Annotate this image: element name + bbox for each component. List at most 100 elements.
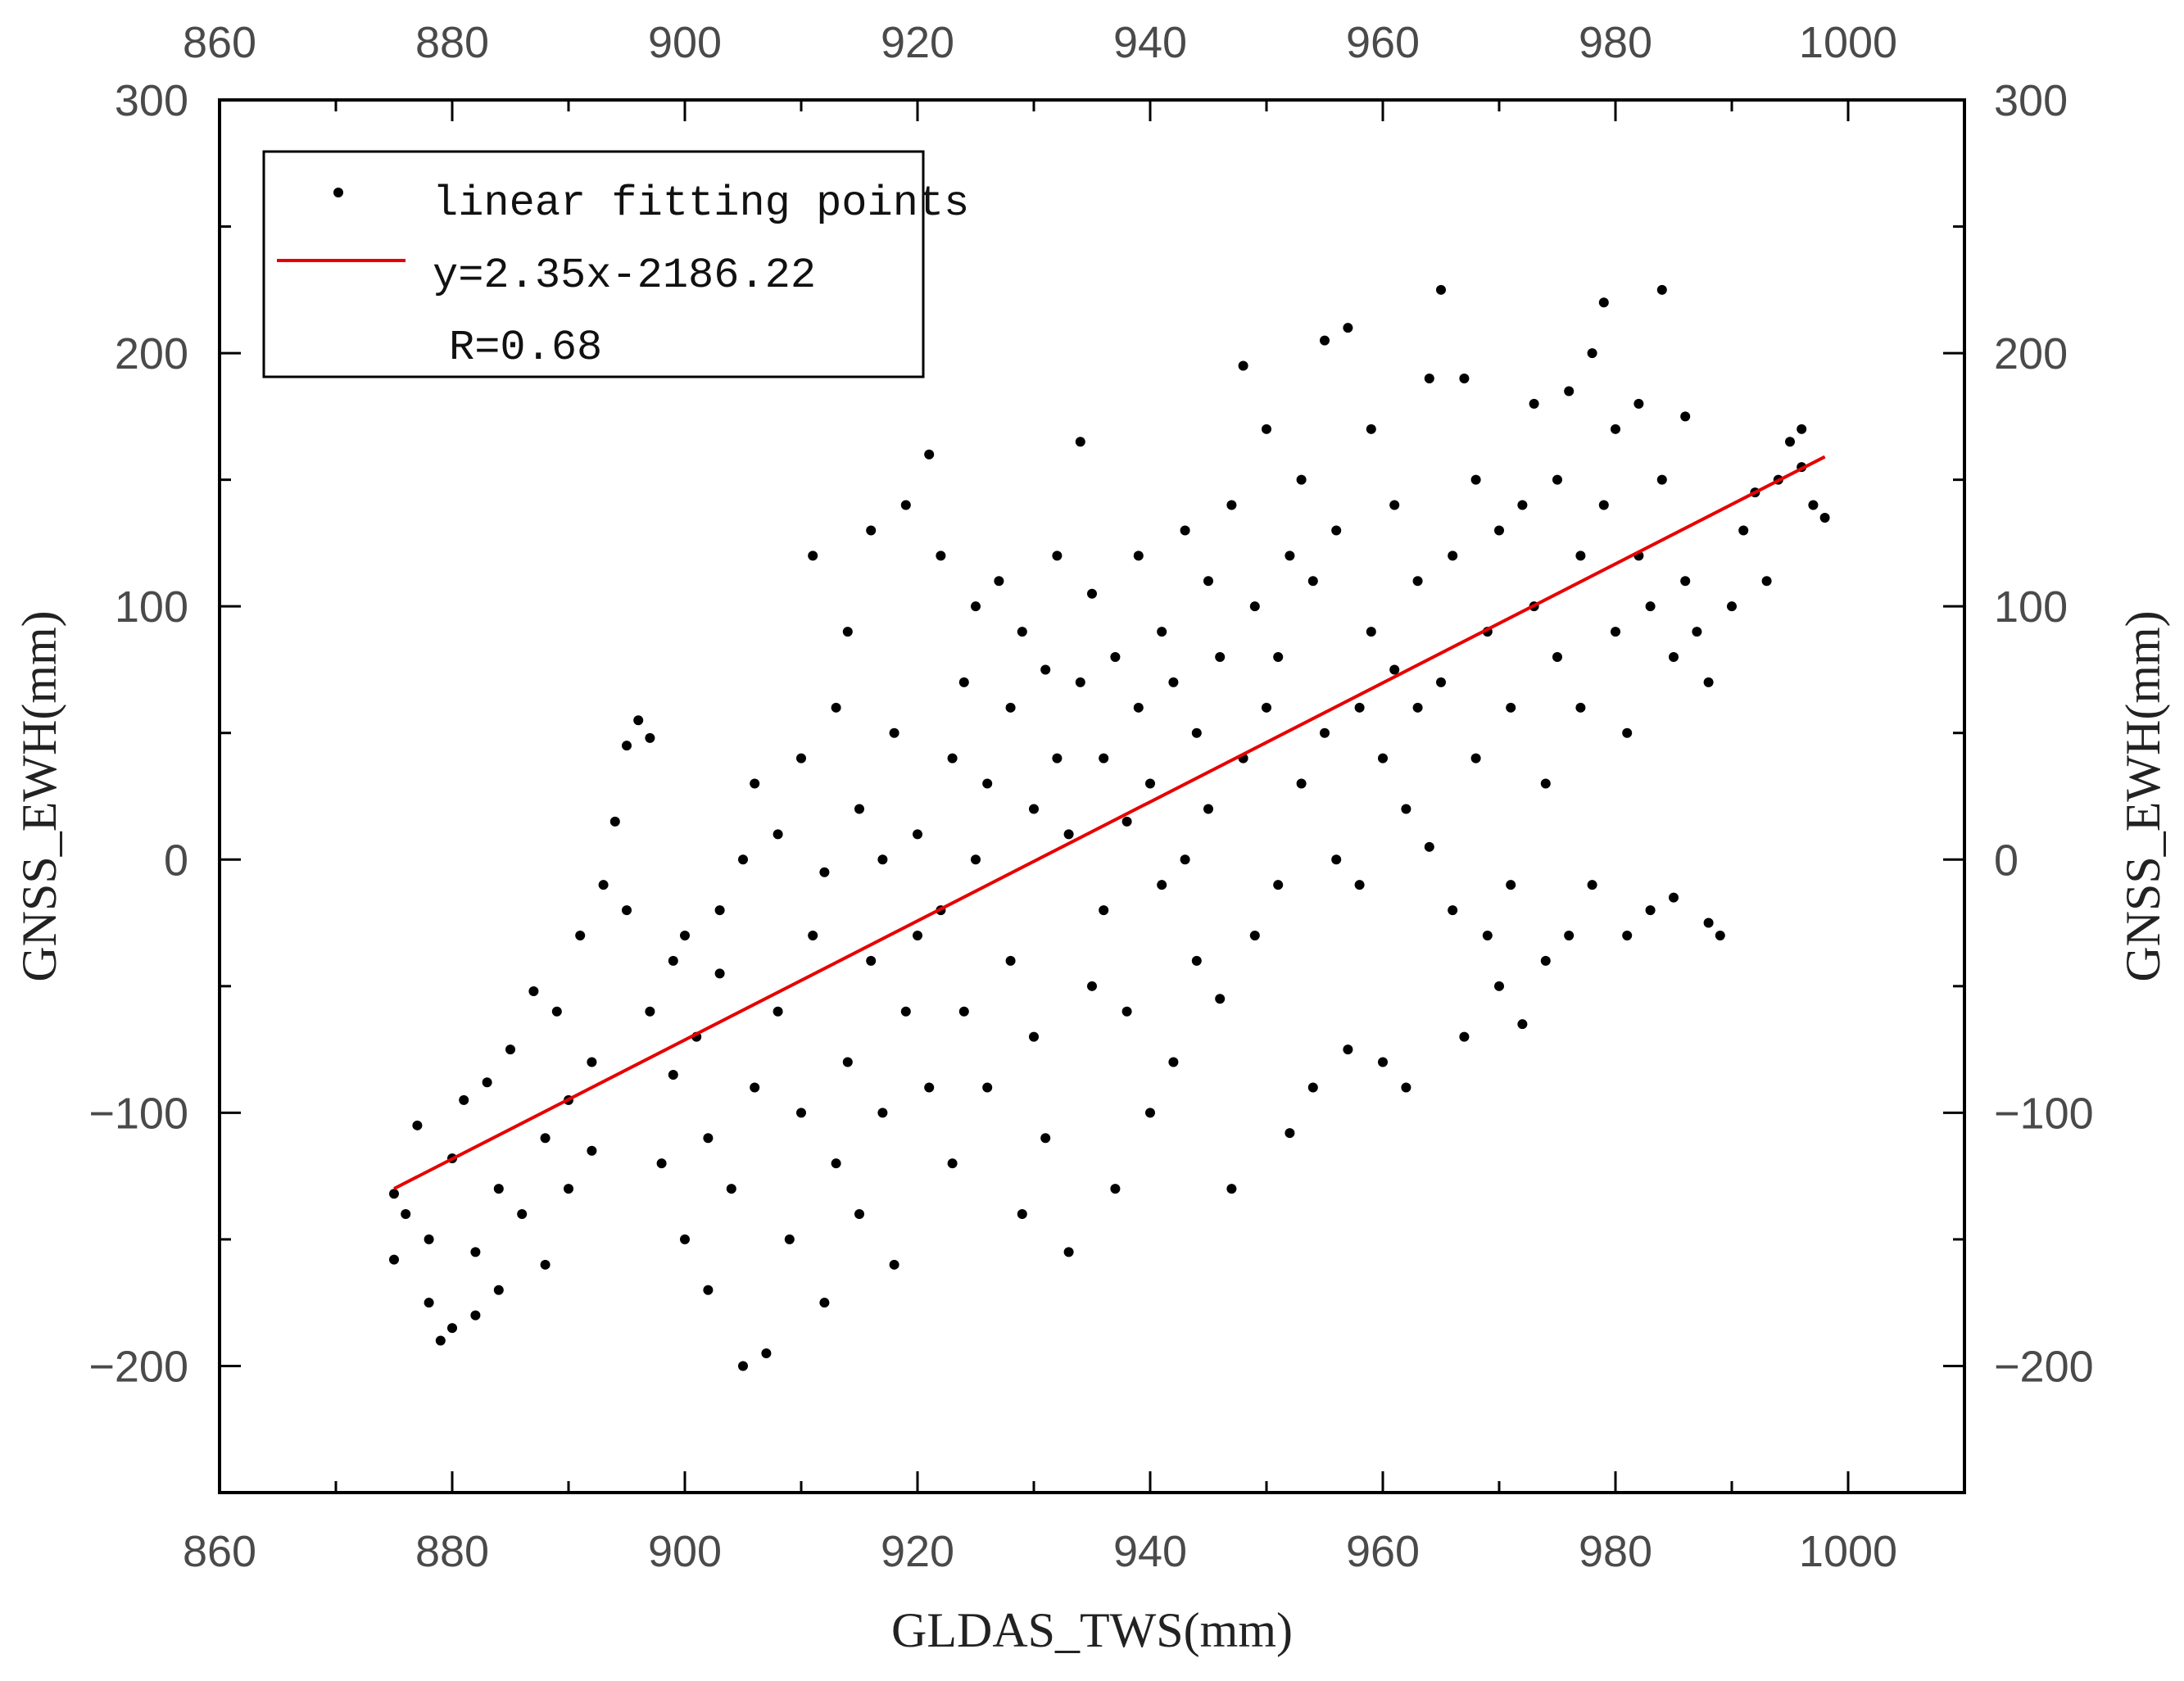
scatter-point — [1110, 1184, 1121, 1194]
scatter-point — [575, 931, 586, 940]
x-tick-label-top: 880 — [415, 18, 489, 67]
y-axis-tick-labels-right: 300 200 100 0 −100 −200 — [1994, 76, 2094, 1391]
scatter-point — [1680, 411, 1691, 422]
scatter-point — [726, 1184, 736, 1194]
scatter-point — [1238, 360, 1248, 371]
y-tick-label-left: 100 — [115, 582, 188, 632]
scatter-point — [1191, 955, 1202, 966]
scatter-point — [913, 829, 922, 840]
scatter-point — [1087, 981, 1097, 991]
scatter-point — [982, 778, 993, 789]
scatter-point — [866, 525, 877, 536]
scatter-point — [784, 1234, 795, 1244]
scatter-point — [1692, 627, 1702, 637]
scatter-point — [551, 1006, 562, 1017]
scatter-point — [1017, 627, 1027, 637]
scatter-point — [703, 1133, 714, 1144]
scatter-point — [668, 1070, 678, 1080]
scatter-point — [1808, 500, 1819, 510]
scatter-point — [470, 1310, 481, 1321]
scatter-point — [900, 500, 911, 510]
scatter-point — [1273, 880, 1284, 890]
scatter-point — [1517, 1019, 1528, 1030]
scatter-point — [1331, 854, 1342, 865]
scatter-point — [1052, 753, 1063, 763]
scatter-point — [796, 753, 806, 763]
scatter-point — [831, 1158, 841, 1169]
scatter-point — [889, 727, 899, 738]
legend-points-label: linear fitting points — [433, 179, 969, 228]
scatter-point — [796, 1108, 806, 1118]
x-tick-label-top: 1000 — [1799, 18, 1897, 67]
scatter-point — [528, 986, 539, 996]
scatter-point — [877, 854, 888, 865]
scatter-point — [1157, 880, 1167, 890]
x-tick-label-top: 960 — [1346, 18, 1420, 67]
scatter-point — [587, 1057, 597, 1067]
scatter-point — [645, 732, 655, 743]
scatter-point — [1540, 778, 1551, 789]
scatter-point — [1424, 841, 1434, 852]
scatter-point — [936, 551, 946, 561]
scatter-point — [1343, 323, 1353, 333]
scatter-point — [1727, 601, 1737, 612]
scatter-point — [1587, 348, 1597, 359]
scatter-point — [1029, 1031, 1039, 1042]
x-tick-label-top: 900 — [648, 18, 722, 67]
scatter-point — [1645, 905, 1656, 916]
scatter-point — [924, 1082, 935, 1093]
scatter-point — [1436, 284, 1446, 295]
x-tick-label-bottom: 980 — [1579, 1527, 1652, 1576]
scatter-point — [1320, 335, 1330, 346]
scatter-point — [842, 1057, 853, 1067]
scatter-point — [1506, 702, 1516, 713]
scatter-point — [493, 1184, 504, 1194]
scatter-point — [808, 931, 818, 940]
x-tick-label-bottom: 940 — [1113, 1527, 1187, 1576]
scatter-point — [447, 1323, 457, 1334]
scatter-point — [1099, 905, 1109, 916]
scatter-point — [1482, 931, 1493, 940]
scatter-point — [703, 1285, 714, 1295]
scatter-point — [1296, 474, 1307, 485]
scatter-point — [633, 715, 644, 726]
x-tick-label-top: 940 — [1113, 18, 1187, 67]
scatter-point — [587, 1145, 597, 1156]
scatter-point — [877, 1108, 888, 1118]
scatter-point — [1448, 551, 1458, 561]
scatter-point — [1133, 702, 1144, 713]
axis-ticks — [218, 98, 1966, 1494]
x-tick-label-bottom: 860 — [183, 1527, 256, 1576]
scatter-point — [622, 741, 632, 751]
scatter-point — [982, 1082, 993, 1093]
scatter-point — [1506, 880, 1516, 890]
scatter-point — [1180, 525, 1190, 536]
scatter-point — [1215, 652, 1226, 662]
scatter-point — [1285, 551, 1295, 561]
scatter-point — [645, 1006, 655, 1017]
scatter-point — [913, 931, 922, 940]
scatter-point — [1307, 1082, 1318, 1093]
scatter-points — [389, 284, 1830, 1371]
x-tick-label-bottom: 1000 — [1799, 1527, 1897, 1576]
scatter-point — [389, 1254, 399, 1265]
scatter-point — [714, 968, 725, 979]
scatter-point — [1354, 880, 1365, 890]
scatter-point — [1470, 474, 1481, 485]
scatter-point — [971, 854, 981, 865]
scatter-point — [1819, 513, 1830, 523]
scatter-point — [1040, 664, 1051, 675]
scatter-point — [401, 1209, 411, 1219]
scatter-point — [1075, 677, 1085, 687]
scatter-point — [1005, 955, 1016, 966]
scatter-point — [1005, 702, 1016, 713]
scatter-point — [1157, 627, 1167, 637]
scatter-point — [1669, 652, 1679, 662]
scatter-point — [1320, 727, 1330, 738]
x-tick-label-top: 920 — [881, 18, 954, 67]
scatter-point — [1110, 652, 1121, 662]
scatter-point — [1249, 601, 1260, 612]
scatter-point — [1715, 931, 1725, 940]
scatter-point — [1448, 905, 1458, 916]
scatter-point — [1017, 1209, 1027, 1219]
